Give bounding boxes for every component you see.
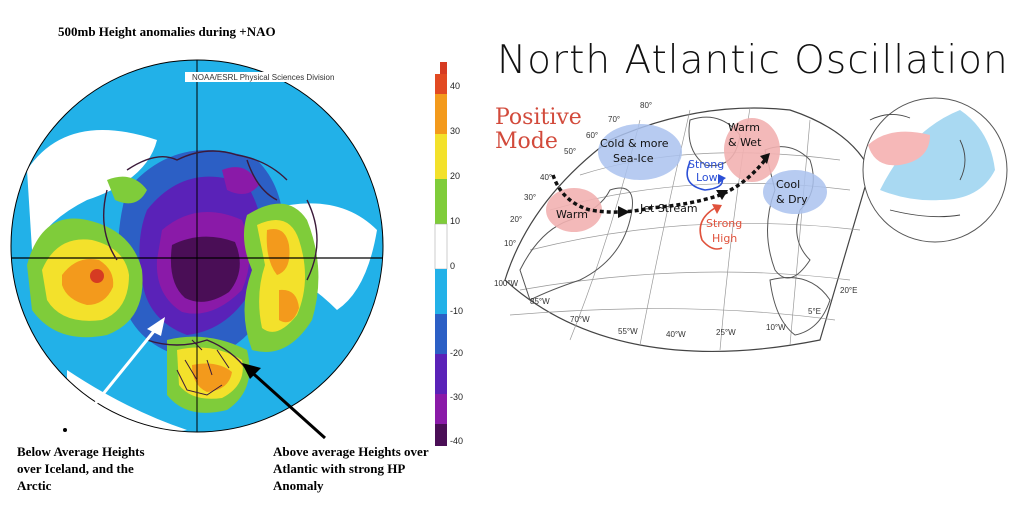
inset-ocean-pink [868, 131, 930, 166]
nao-title: North Atlantic Oscillation [497, 38, 1009, 83]
colorbar-tick-20: 20 [450, 171, 460, 181]
colorbar-seg-cyan [435, 269, 447, 314]
lat-label-20: 20° [510, 215, 522, 224]
colorbar-seg-orange [435, 94, 447, 134]
lat-label-60: 60° [586, 131, 598, 140]
cool-dry-label-line1: Cool [776, 178, 800, 191]
strong-low-label-line2: Low [696, 171, 718, 184]
mode-line-mode: Mode [495, 129, 558, 154]
colorbar-seg-yellow [435, 134, 447, 179]
lon-label-55w: 55°W [618, 327, 638, 336]
colorbar-tick-neg30: -30 [450, 392, 463, 402]
jet-stream-path [551, 158, 767, 214]
white-arrow-tail-dot [63, 428, 67, 432]
extreme-negative-core [170, 236, 240, 302]
colorbar-tick-neg10: -10 [450, 306, 463, 316]
cold-label-line2: Sea-Ice [613, 152, 654, 165]
nao-atlantic-diagram: Cold & more Sea-Ice Warm & Wet Warm Cool… [494, 97, 1008, 353]
alaska-positive-blob [107, 176, 147, 204]
strong-high-label-line2: High [712, 232, 737, 245]
jet-stream-arrow-1 [618, 206, 630, 218]
lat-label-40: 40° [540, 173, 552, 182]
colorbar-tick-neg20: -20 [450, 348, 463, 358]
high-arrow-head [712, 204, 722, 214]
cool-dry-blob [763, 170, 827, 214]
cool-dry-label-line2: & Dry [776, 193, 808, 206]
cold-sea-ice-blob [598, 124, 682, 180]
latitude-lines [509, 152, 861, 321]
europe-coast [764, 146, 814, 279]
lat-label-10: 10° [504, 239, 516, 248]
pacific-positive-max [90, 269, 104, 283]
colorbar-tick-30: 30 [450, 126, 460, 136]
colorbar-tick-10: 10 [450, 216, 460, 226]
high-circulation-arrow [699, 207, 723, 250]
lon-label-5e: 5°E [808, 307, 821, 316]
credit-text: NOAA/ESRL Physical Sciences Division [192, 73, 334, 82]
globe-outline [10, 59, 384, 433]
africa-coast [769, 277, 831, 336]
atlantic-positive-inner-south [279, 289, 299, 323]
colorbar-tick-0: 0 [450, 261, 455, 271]
us-positive-inner [192, 363, 232, 392]
black-arrow-head [242, 363, 261, 379]
mode-line-positive: Positive [495, 105, 582, 130]
caption-below-average: Below Average Heights over Iceland, and … [17, 444, 145, 493]
polar-anomaly-map: NOAA/ESRL Physical Sciences Division [10, 59, 385, 440]
state-borders [176, 339, 230, 396]
lon-label-25w: 25°W [716, 328, 736, 337]
lon-label-100w: 100°W [494, 279, 519, 288]
lat-label-50: 50° [564, 147, 576, 156]
jet-stream-label: Jet Stream [639, 202, 698, 215]
colorbar-tick-neg40: -40 [450, 436, 463, 446]
warm-wet-label-line2: & Wet [728, 136, 762, 149]
map-outline [504, 107, 871, 353]
anomaly-colorbar: 40 30 20 10 0 -10 -20 -30 -40 [434, 62, 463, 446]
colorbar-seg-blue [435, 314, 447, 354]
strong-high-label-line1: Strong [706, 217, 742, 230]
lon-label-85w: 85°W [530, 297, 550, 306]
colorbar-tick-40: 40 [450, 81, 460, 91]
cold-label-line1: Cold & more [600, 137, 669, 150]
lat-label-70: 70° [608, 115, 620, 124]
lon-label-10w: 10°W [766, 323, 786, 332]
colorbar-seg-indigo [435, 354, 447, 394]
lon-label-20e: 20°E [840, 286, 857, 295]
white-arrow-shaft [80, 324, 161, 421]
warm-blob [546, 188, 602, 232]
neutral-region-nw [27, 130, 157, 250]
low-arrow-head [718, 174, 726, 184]
low-circulation-arrow [686, 161, 724, 191]
lat-label-80: 80° [640, 101, 652, 110]
jet-stream-arrow-2 [716, 190, 728, 200]
positive-mode-label: Positive Mode [495, 106, 582, 154]
colorbar-seg-purple [435, 394, 447, 424]
lon-label-70w: 70°W [570, 315, 590, 324]
warm-label: Warm [556, 208, 588, 221]
strong-low-label-line1: Strong [688, 158, 724, 171]
caption-above-average: Above average Heights over Atlantic with… [273, 444, 429, 493]
longitude-lines [569, 107, 811, 351]
colorbar-seg-green [435, 179, 447, 224]
black-arrow-shaft [245, 366, 327, 440]
secondary-negative-blob [222, 167, 259, 194]
coastline-outline [102, 150, 318, 371]
warm-wet-label-line1: Warm [728, 121, 760, 134]
atlantic-positive-inner-north [266, 229, 290, 275]
inset-ocean-blue [880, 110, 995, 201]
colorbar-tip-top [440, 62, 447, 74]
lat-label-30: 30° [524, 193, 536, 202]
jet-stream-arrow-3 [760, 153, 770, 164]
warm-wet-blob [724, 118, 780, 182]
lon-label-40w: 40°W [666, 330, 686, 339]
credit-box [185, 72, 385, 82]
colorbar-seg-white [434, 223, 448, 270]
colorbar-seg-red [435, 74, 447, 94]
inset-coastlines [869, 114, 966, 218]
left-panel-title: 500mb Height anomalies during +NAO [58, 24, 276, 39]
colorbar-seg-dark [435, 424, 447, 446]
white-arrow-head [147, 317, 165, 336]
